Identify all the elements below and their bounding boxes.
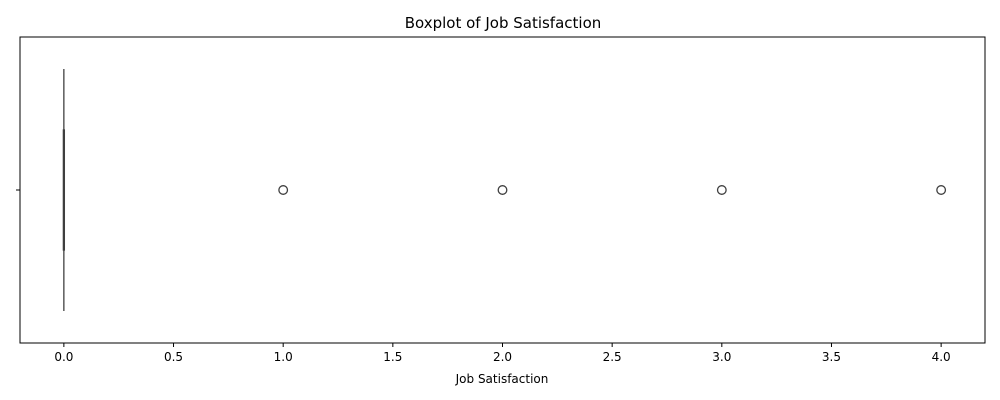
- outlier-point: [497, 185, 508, 195]
- x-tick-label: 3.0: [712, 350, 731, 364]
- outlier-points: [278, 185, 947, 195]
- x-axis-label: Job Satisfaction: [455, 372, 549, 386]
- x-tick-label: 4.0: [932, 350, 951, 364]
- x-tick-label: 2.5: [603, 350, 622, 364]
- plot-area-frame: [19, 36, 986, 344]
- x-tick-label: 2.0: [493, 350, 512, 364]
- x-tick-label: 1.0: [274, 350, 293, 364]
- outlier-point: [936, 185, 947, 195]
- x-tick-label: 0.0: [54, 350, 73, 364]
- x-axis: 0.0 0.5 1.0 1.5 2.0 2.5 3.0 3.5 4.0: [54, 343, 951, 364]
- box-element: [62, 69, 66, 311]
- x-tick-label: 0.5: [164, 350, 183, 364]
- chart-title: Boxplot of Job Satisfaction: [405, 14, 602, 32]
- outlier-point: [716, 185, 727, 195]
- x-tick-label: 3.5: [822, 350, 841, 364]
- x-tick-label: 1.5: [383, 350, 402, 364]
- outlier-point: [278, 185, 289, 195]
